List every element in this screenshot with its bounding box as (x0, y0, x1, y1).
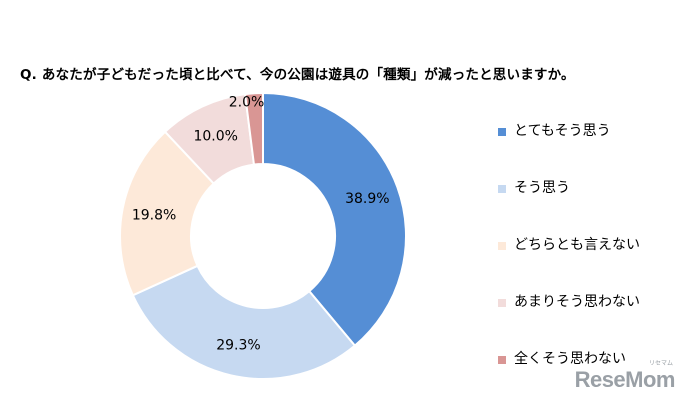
chart-legend: とてもそう思う そう思う どちらとも言えない あまりそう思わない 全くそう思わな… (498, 103, 640, 388)
legend-label-3: あまりそう思わない (514, 294, 640, 310)
slice-4 (243, 91, 264, 166)
legend-item-2: どちらとも言えない (498, 217, 640, 274)
logo-subtext: リセマム (648, 360, 673, 367)
slice-label-4: 2.0% (229, 94, 265, 110)
legend-swatch-2 (498, 241, 506, 250)
legend-swatch-1 (498, 184, 506, 193)
legend-item-3: あまりそう思わない (498, 274, 640, 331)
chart-question: Q. あなたが子どもだった頃と比べて、今の公園は遊具の「種類」が減ったと思います… (20, 67, 575, 83)
legend-swatch-3 (498, 298, 506, 307)
legend-label-1: そう思う (514, 180, 570, 196)
legend-item-4: 全くそう思わない (498, 331, 640, 388)
legend-label-0: とてもそう思う (514, 123, 611, 139)
slice-0 (262, 91, 407, 348)
slice-label-1: 29.3% (216, 337, 260, 353)
legend-swatch-4 (498, 355, 506, 364)
slice-label-0: 38.9% (345, 191, 389, 207)
slice-label-3: 10.0% (193, 129, 237, 145)
slice-2 (119, 130, 216, 297)
legend-item-0: とてもそう思う (498, 103, 640, 160)
legend-swatch-0 (498, 127, 506, 136)
legend-label-4: 全くそう思わない (514, 351, 626, 367)
legend-item-1: そう思う (498, 160, 640, 217)
resemom-logo: ReseMom (574, 367, 676, 392)
slice-label-2: 19.8% (132, 208, 176, 224)
legend-label-2: どちらとも言えない (514, 237, 640, 253)
slice-1 (131, 264, 357, 380)
